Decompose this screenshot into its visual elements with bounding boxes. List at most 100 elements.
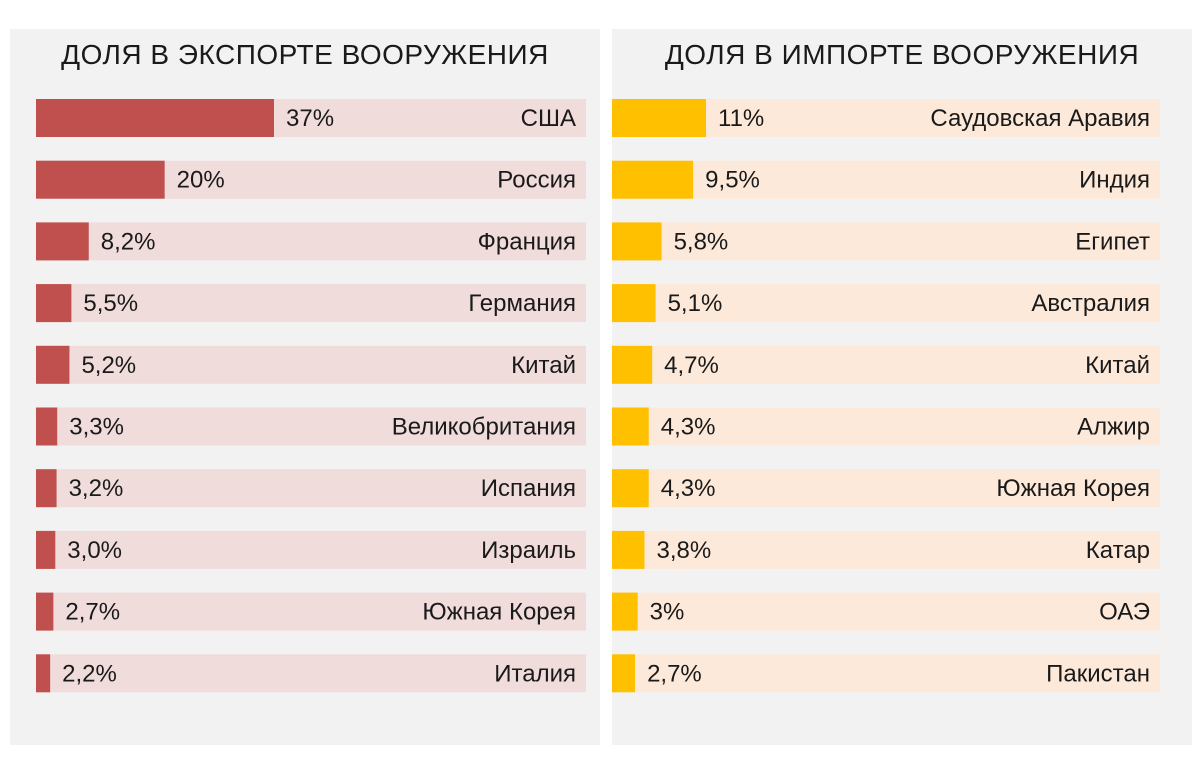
export-chart-title: ДОЛЯ В ЭКСПОРТЕ ВООРУЖЕНИЯ [61, 39, 549, 70]
export-bar-background [36, 284, 586, 323]
import-bar [612, 284, 656, 323]
export-row: 20% Россия [36, 160, 586, 199]
import-category-label: Китай [1085, 352, 1150, 379]
export-row: 5,5% Германия [36, 284, 586, 323]
export-category-label: Великобритания [392, 414, 576, 441]
export-bar [36, 654, 51, 693]
export-bar [36, 160, 165, 199]
export-bar-background [36, 345, 586, 384]
import-bar [612, 407, 649, 446]
export-bar [36, 469, 57, 508]
export-row: 3,3% Великобритания [36, 407, 586, 446]
import-row: 4,3% Южная Корея [612, 469, 1160, 508]
import-category-label: Австралия [1031, 290, 1150, 317]
import-bar [612, 654, 636, 693]
export-bar [36, 407, 58, 446]
import-category-label: Катар [1086, 537, 1150, 564]
import-bar [612, 222, 662, 261]
import-chart-title: ДОЛЯ В ИМПОРТЕ ВООРУЖЕНИЯ [664, 39, 1140, 70]
import-bar-background [612, 592, 1160, 631]
import-bar-background [612, 469, 1160, 508]
import-value-label: 3% [650, 599, 685, 626]
export-bar [36, 99, 274, 137]
export-value-label: 37% [286, 105, 334, 132]
export-bar-background [36, 222, 586, 261]
import-row: 4,7% Китай [612, 345, 1160, 384]
import-value-label: 4,7% [664, 352, 719, 379]
export-bar [36, 284, 72, 323]
import-category-label: Пакистан [1046, 660, 1150, 687]
export-bar-background [36, 654, 586, 693]
export-bar [36, 222, 89, 261]
import-bar [612, 160, 694, 199]
import-value-label: 3,8% [656, 537, 711, 564]
export-bar [36, 345, 70, 384]
import-bar [612, 345, 653, 384]
import-value-label: 5,1% [668, 290, 723, 317]
export-category-label: Германия [468, 290, 576, 317]
import-bar-background [612, 345, 1160, 384]
export-bar-background [36, 469, 586, 508]
export-value-label: 3,2% [69, 475, 124, 502]
export-value-label: 5,5% [83, 290, 138, 317]
import-row: 5,1% Австралия [612, 284, 1160, 323]
import-bar-background [612, 407, 1160, 446]
export-value-label: 2,7% [65, 599, 120, 626]
export-category-label: США [521, 105, 576, 132]
import-row: 2,7% Пакистан [612, 654, 1160, 693]
export-row: 5,2% Китай [36, 345, 586, 384]
import-bar-background [612, 222, 1160, 261]
import-value-label: 11% [718, 105, 764, 132]
export-row: 2,2% Италия [36, 654, 586, 693]
import-panel: ДОЛЯ В ИМПОРТЕ ВООРУЖЕНИЯ 11% Саудовская … [612, 29, 1192, 745]
export-bar-background [36, 407, 586, 446]
import-row: 9,5% Индия [612, 160, 1160, 199]
import-row: 4,3% Алжир [612, 407, 1160, 446]
export-value-label: 20% [177, 167, 225, 194]
export-category-label: Россия [497, 167, 576, 194]
export-category-label: Китай [511, 352, 576, 379]
import-bar-background [612, 284, 1160, 323]
import-bar [612, 469, 649, 508]
export-value-label: 3,0% [67, 537, 122, 564]
export-bar [36, 530, 56, 569]
export-category-label: Израиль [481, 537, 576, 564]
export-bar-background [36, 592, 586, 631]
import-row: 3% ОАЭ [612, 592, 1160, 631]
import-bar [612, 99, 706, 137]
export-row: 8,2% Франция [36, 222, 586, 261]
import-value-label: 2,7% [647, 660, 702, 687]
export-row: 3,2% Испания [36, 469, 586, 508]
export-value-label: 8,2% [101, 228, 156, 255]
export-panel: ДОЛЯ В ЭКСПОРТЕ ВООРУЖЕНИЯ 37% США 20% Росс… [10, 29, 600, 745]
import-category-label: Египет [1075, 228, 1150, 255]
import-bar-background [612, 160, 1160, 199]
import-row: 11% Саудовская Аравия [612, 99, 1160, 137]
export-row: 3,0% Израиль [36, 530, 586, 569]
import-bar [612, 530, 645, 569]
import-bar-background [612, 654, 1160, 693]
export-bar-background [36, 530, 586, 569]
export-category-label: Южная Корея [422, 599, 576, 626]
export-category-label: Италия [494, 660, 576, 687]
export-row: 37% США [36, 99, 586, 137]
export-value-label: 2,2% [62, 660, 117, 687]
export-value-label: 5,2% [81, 352, 136, 379]
import-category-label: Южная Корея [996, 475, 1150, 502]
import-value-label: 9,5% [705, 167, 760, 194]
export-value-label: 3,3% [69, 414, 124, 441]
import-value-label: 5,8% [674, 228, 729, 255]
import-category-label: Индия [1079, 167, 1150, 194]
import-row: 3,8% Катар [612, 530, 1160, 569]
import-category-label: Саудовская Аравия [930, 105, 1150, 132]
import-bar [612, 592, 638, 631]
import-category-label: ОАЭ [1099, 599, 1150, 626]
export-row: 2,7% Южная Корея [36, 592, 586, 631]
import-bar-background [612, 530, 1160, 569]
import-value-label: 4,3% [661, 414, 716, 441]
export-category-label: Франция [478, 228, 576, 255]
import-row: 5,8% Египет [612, 222, 1160, 261]
import-category-label: Алжир [1077, 414, 1150, 441]
